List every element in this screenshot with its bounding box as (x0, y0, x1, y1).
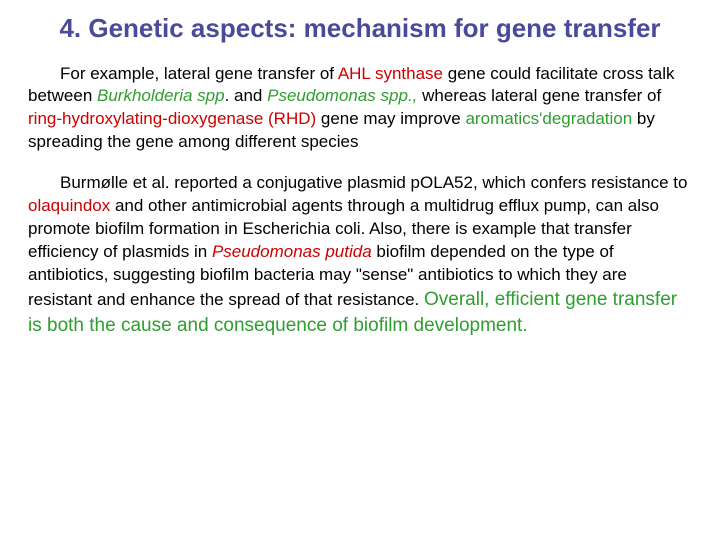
p1-text-5: gene may improve (316, 109, 465, 128)
p2-text-1: Burmølle et al. reported a conjugative p… (60, 173, 687, 192)
slide-title: 4. Genetic aspects: mechanism for gene t… (28, 12, 692, 45)
p1-rhd: ring-hydroxylating-dioxygenase (RHD) (28, 109, 316, 128)
p2-pputida: Pseudomonas putida (212, 242, 372, 261)
p1-text-4: whereas lateral gene transfer of (417, 86, 661, 105)
p1-text-3: . and (225, 86, 268, 105)
paragraph-1: For example, lateral gene transfer of AH… (28, 63, 692, 155)
p1-pseudomonas: Pseudomonas spp., (267, 86, 417, 105)
paragraph-2: Burmølle et al. reported a conjugative p… (28, 172, 692, 338)
p1-burkholderia: Burkholderia spp (97, 86, 225, 105)
p1-aromatics: aromatics'degradation (465, 109, 632, 128)
p1-ahl-synthase: AHL synthase (338, 64, 443, 83)
p2-olaquindox: olaquindox (28, 196, 110, 215)
p1-text-1: For example, lateral gene transfer of (60, 64, 338, 83)
